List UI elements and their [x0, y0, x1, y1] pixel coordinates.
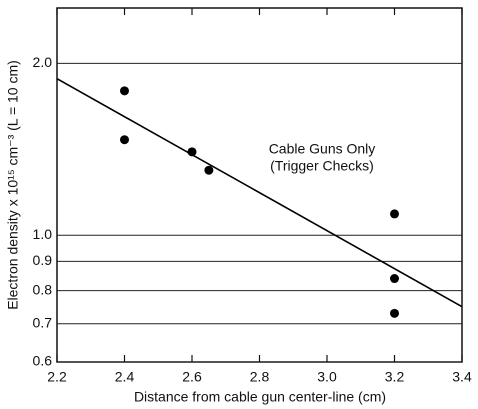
data-point: [204, 165, 214, 175]
x-tick-label: 3.0: [317, 369, 337, 385]
y-tick-label: 0.6: [33, 353, 53, 369]
y-tick-label: 0.9: [33, 252, 53, 268]
y-tick-label: 1.0: [33, 226, 53, 242]
x-tick-label: 2.4: [115, 369, 135, 385]
y-axis-label: Electron density x 10¹⁵ cm⁻³ (L = 10 cm): [5, 60, 21, 310]
data-point: [390, 209, 399, 219]
plot-frame: [56, 7, 463, 363]
x-tick-label: 3.4: [452, 369, 472, 385]
fit-line: [56, 78, 463, 308]
data-point: [390, 274, 399, 284]
x-tick-label: 2.2: [47, 369, 67, 385]
annotation: (Trigger Checks): [270, 158, 374, 174]
data-point: [120, 86, 129, 96]
annotation: Cable Guns Only: [269, 141, 376, 157]
data-point: [120, 135, 129, 145]
x-axis-label: Distance from cable gun center-line (cm): [134, 389, 386, 405]
data-point: [390, 308, 399, 318]
y-tick-label: 0.7: [33, 314, 53, 330]
x-tick-label: 2.6: [182, 369, 202, 385]
x-tick-label: 2.8: [250, 369, 270, 385]
x-tick-label: 3.2: [385, 369, 405, 385]
y-tick-label: 0.8: [33, 281, 53, 297]
y-tick-label: 2.0: [33, 54, 53, 70]
data-point: [187, 147, 197, 157]
